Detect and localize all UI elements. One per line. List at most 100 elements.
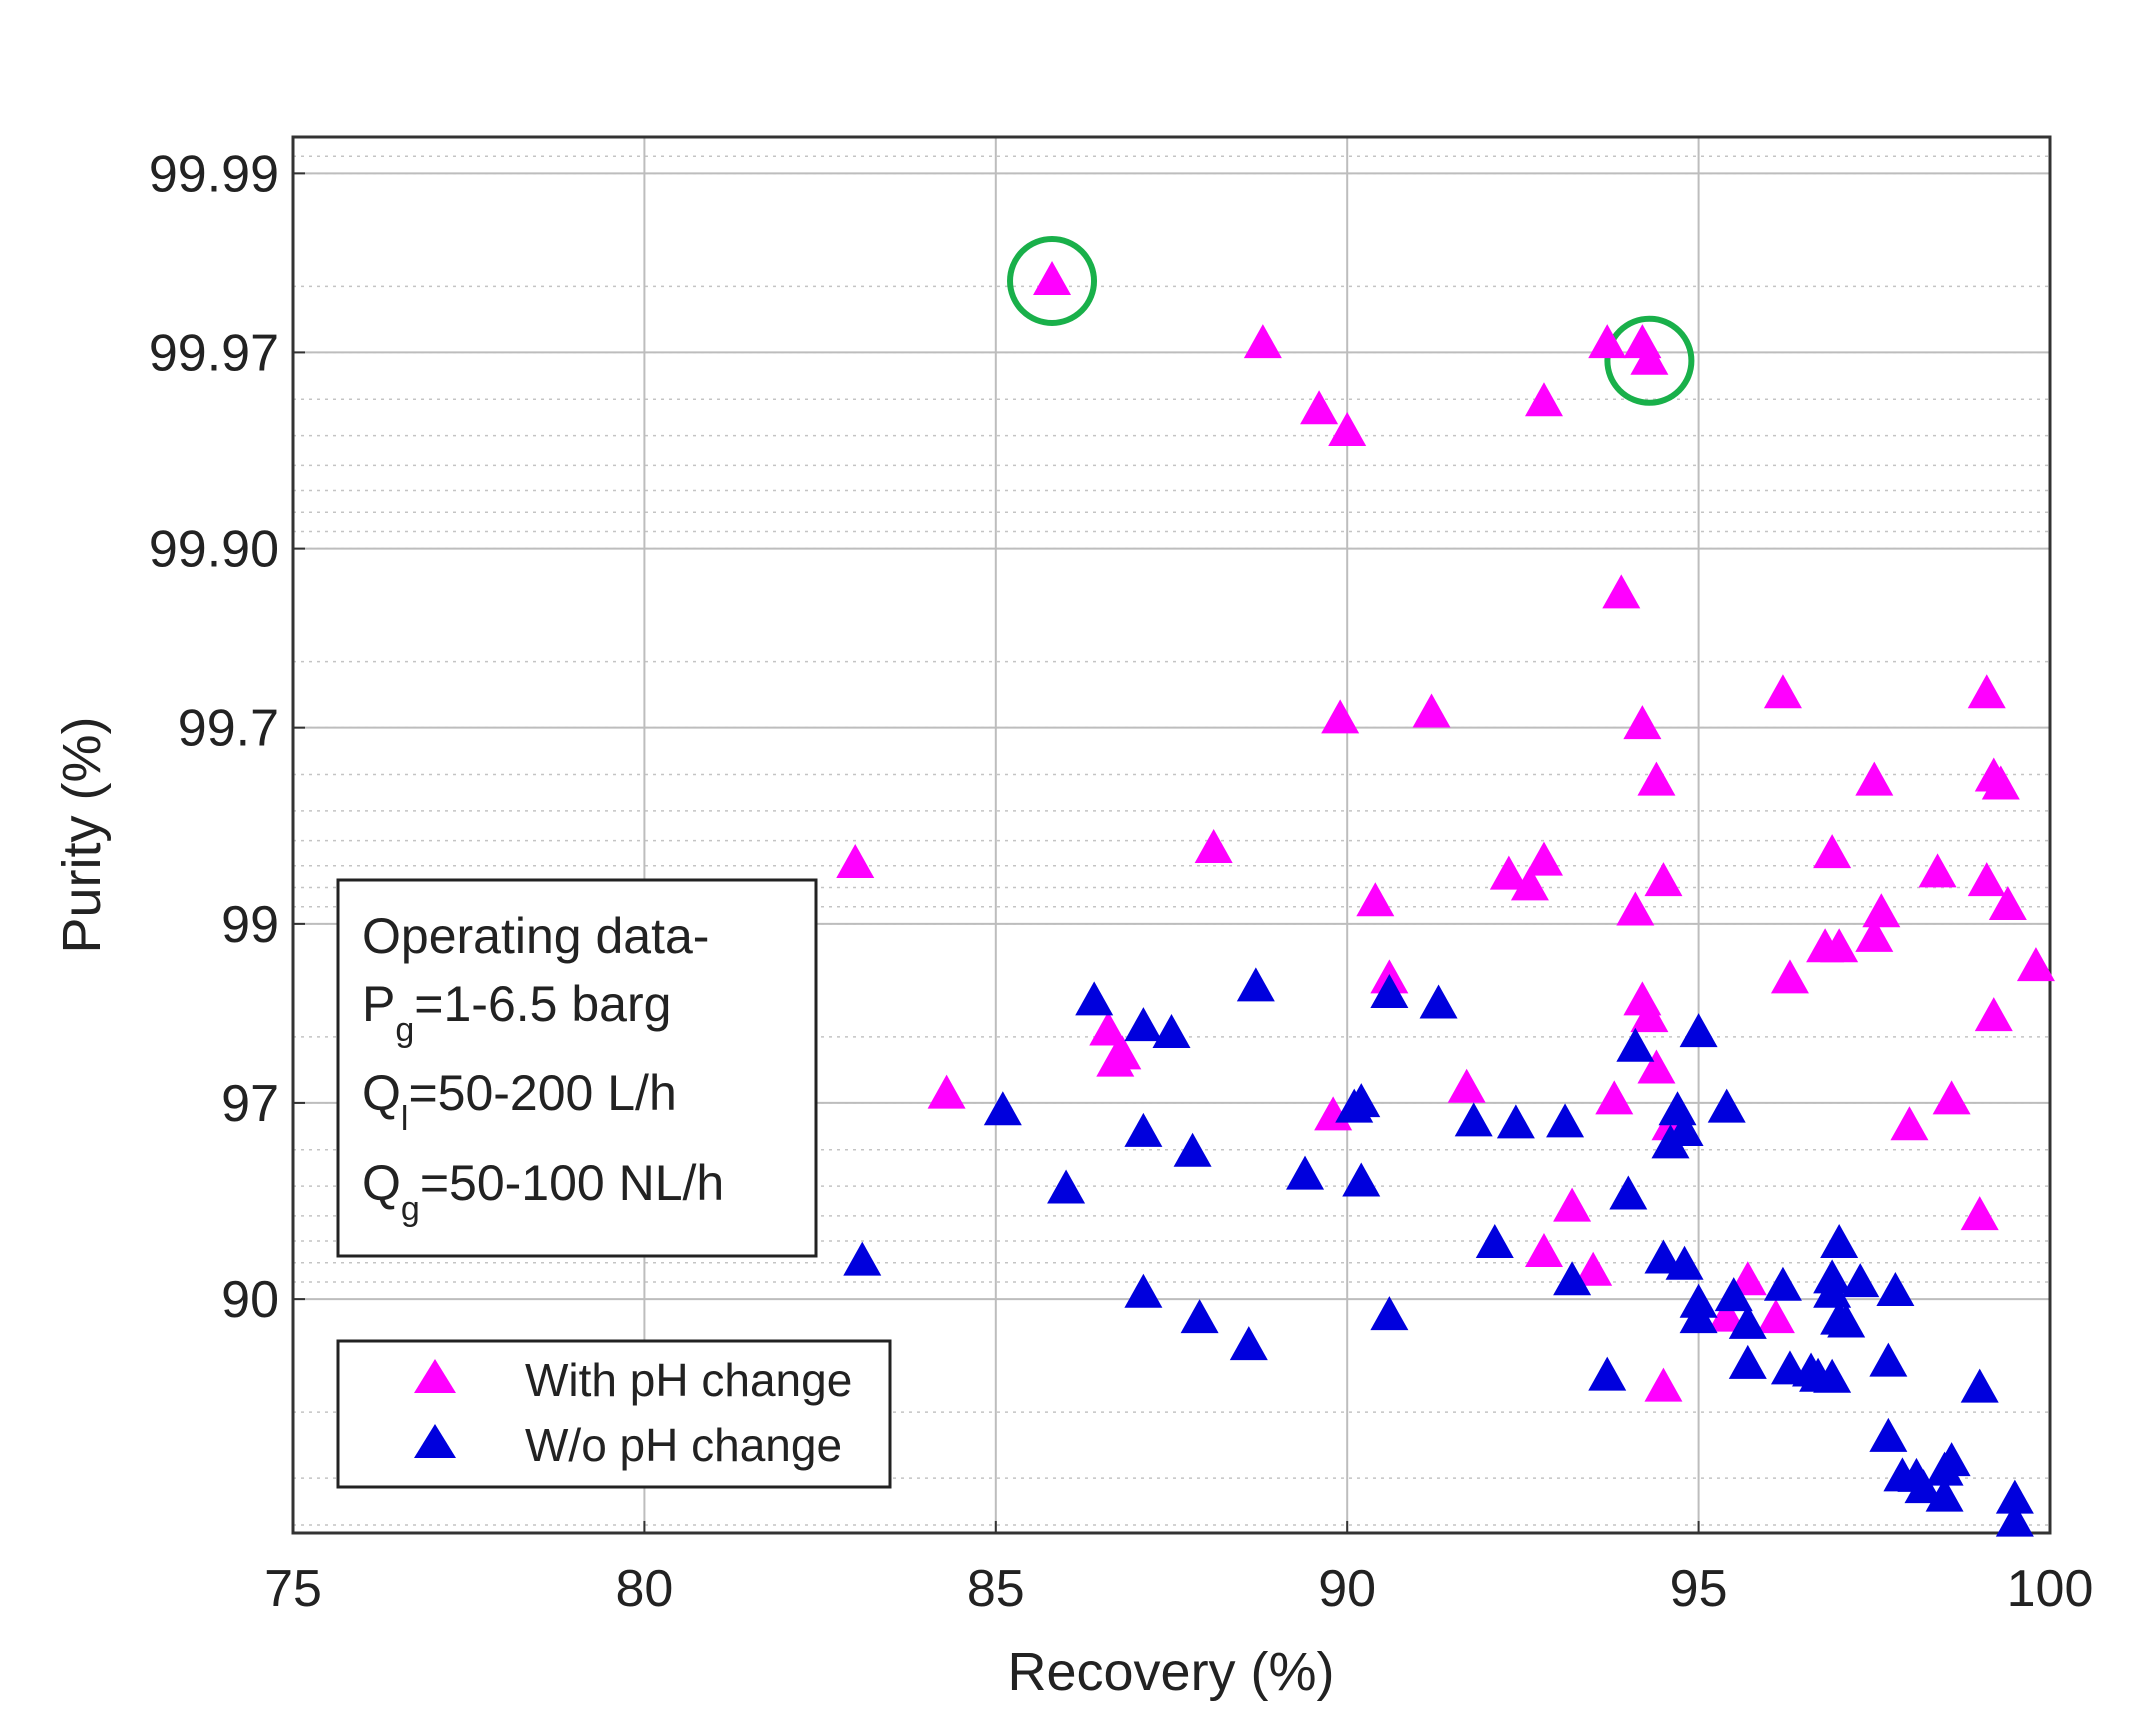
legend-label-with-ph: With pH change <box>525 1354 852 1406</box>
data-point <box>983 1091 1022 1126</box>
data-point <box>1180 1299 1219 1334</box>
data-point <box>1075 981 1114 1016</box>
data-point <box>1995 1502 2034 1537</box>
data-point <box>1286 1155 1325 1190</box>
data-point <box>1988 886 2027 921</box>
series-without-ph-change <box>632 967 2034 1537</box>
data-point <box>1728 1344 1767 1379</box>
data-point <box>1173 1132 1212 1167</box>
data-point <box>1637 1049 1676 1084</box>
data-point <box>1236 967 1275 1002</box>
data-point <box>1524 1233 1563 1268</box>
data-point <box>1510 866 1549 901</box>
y-tick-label: 97 <box>221 1075 279 1133</box>
data-point <box>1447 1068 1486 1103</box>
data-point <box>1553 1187 1592 1222</box>
y-tick-label: 99 <box>221 896 279 954</box>
data-point <box>1595 1080 1634 1115</box>
data-point <box>1763 674 1802 709</box>
y-tick-label: 99.90 <box>149 521 279 579</box>
box-line-qg: Qg=50-100 NL/h <box>362 1155 724 1228</box>
data-point <box>1995 1479 2034 1514</box>
y-axis-title: Purity (%) <box>52 716 112 953</box>
series-layer <box>597 260 2055 1537</box>
data-point <box>836 844 875 879</box>
data-point <box>1665 1245 1704 1280</box>
data-point <box>1960 1196 1999 1231</box>
data-point <box>1496 1104 1535 1139</box>
data-point <box>1616 1027 1655 1062</box>
data-point <box>1827 1303 1866 1338</box>
data-point <box>1524 841 1563 876</box>
highlight-circle <box>1604 315 1695 406</box>
legend: With pH change W/o pH change <box>336 1339 892 1489</box>
data-point <box>1588 324 1627 359</box>
data-point <box>1869 1417 1908 1452</box>
data-point <box>1229 1326 1268 1361</box>
data-point <box>1588 1356 1627 1391</box>
data-point <box>1609 1175 1648 1210</box>
data-point <box>1644 1239 1683 1274</box>
legend-marker-without-ph <box>414 1424 456 1458</box>
data-point <box>1412 693 1451 728</box>
data-point <box>1194 828 1233 863</box>
y-tick-label: 99.7 <box>178 700 279 758</box>
data-point <box>1152 1014 1191 1049</box>
data-point <box>1033 260 1072 295</box>
data-point <box>1637 761 1676 796</box>
data-point <box>1728 1304 1767 1339</box>
box-line-1: Operating data- <box>362 908 709 964</box>
data-point <box>1342 1162 1381 1197</box>
tick-layer: 99.99 99.97 99.90 99.7 99 97 90 75 80 85 90 95 100 <box>149 145 2094 1618</box>
data-point <box>1602 574 1641 609</box>
grid-layer <box>293 136 2050 1533</box>
highlight-layer <box>1007 235 1695 406</box>
x-tick-label: 95 <box>1670 1560 1728 1618</box>
x-tick-label: 80 <box>615 1560 673 1618</box>
data-point <box>1869 1342 1908 1377</box>
y-tick-label: 99.97 <box>149 324 279 382</box>
data-point <box>1489 855 1528 890</box>
data-point <box>1047 1169 1086 1204</box>
data-point <box>1756 1299 1795 1334</box>
data-point <box>1820 1223 1859 1258</box>
y-tick-label: 90 <box>221 1271 279 1329</box>
data-point <box>1707 1297 1746 1332</box>
data-point <box>1862 893 1901 928</box>
data-point <box>1370 974 1409 1009</box>
box-line-pg: Pg=1-6.5 barg <box>362 976 671 1049</box>
series-with-ph-change <box>597 260 2055 1402</box>
data-point <box>1707 1088 1746 1123</box>
data-point <box>1974 997 2013 1032</box>
data-point <box>1644 1367 1683 1402</box>
data-point <box>1841 1263 1880 1298</box>
box-line-ql: Ql=50-200 L/h <box>362 1065 677 1138</box>
data-point <box>1574 1251 1613 1286</box>
data-point <box>2016 947 2055 982</box>
data-point <box>1813 834 1852 869</box>
data-point <box>1925 1451 1964 1486</box>
x-tick-label: 100 <box>2007 1560 2094 1618</box>
data-point <box>1679 1299 1718 1334</box>
legend-marker-with-ph <box>414 1359 456 1393</box>
data-point <box>1475 1223 1514 1258</box>
data-point <box>1820 928 1859 963</box>
data-point <box>1644 862 1683 897</box>
data-point <box>1356 882 1395 917</box>
y-tick-label: 99.99 <box>149 145 279 203</box>
data-point <box>1679 1013 1718 1048</box>
data-point <box>1967 862 2006 897</box>
data-point <box>1616 891 1655 926</box>
data-point <box>1967 674 2006 709</box>
data-point <box>1813 1358 1852 1393</box>
x-tick-label: 75 <box>264 1560 322 1618</box>
data-point <box>1524 382 1563 417</box>
data-point <box>1813 1273 1852 1308</box>
data-point <box>1546 1103 1585 1138</box>
data-point <box>1630 998 1669 1033</box>
x-tick-label: 90 <box>1318 1560 1376 1618</box>
data-point <box>1370 1296 1409 1331</box>
data-point <box>1714 1277 1753 1312</box>
data-point <box>1876 1272 1915 1307</box>
